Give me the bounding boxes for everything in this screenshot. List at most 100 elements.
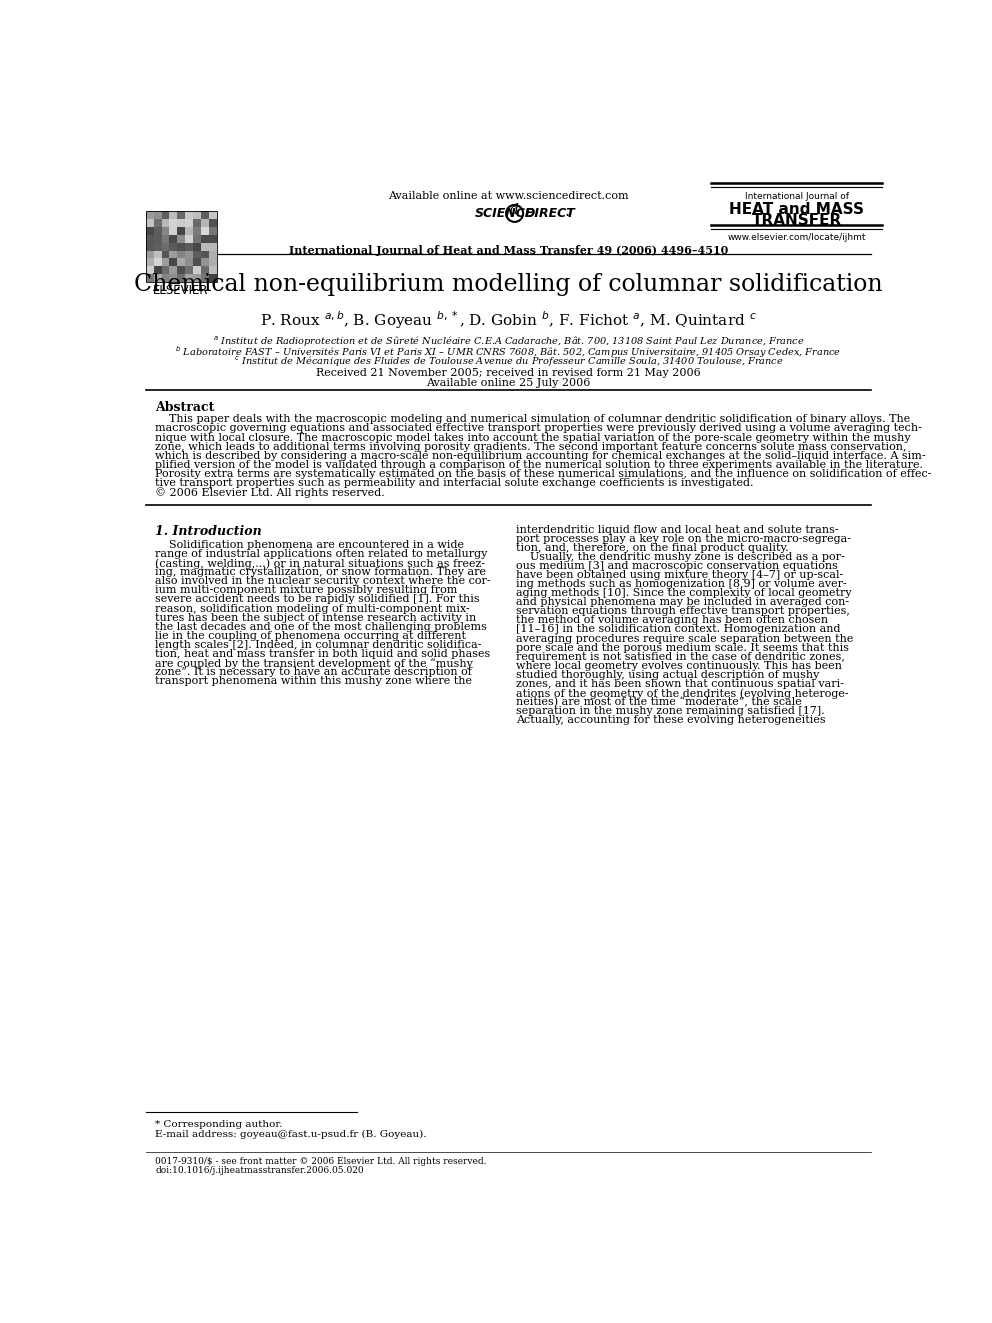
Bar	[146, 212, 154, 220]
Text: interdendritic liquid flow and local heat and solute trans-: interdendritic liquid flow and local hea…	[516, 524, 839, 534]
Text: ELSEVIER: ELSEVIER	[153, 284, 208, 298]
Text: zone, which leads to additional terms involving porosity gradients. The second i: zone, which leads to additional terms in…	[155, 442, 907, 451]
Text: ing, magmatic crystallization, or snow formation. They are: ing, magmatic crystallization, or snow f…	[155, 568, 486, 577]
Bar	[162, 266, 170, 274]
Bar	[154, 212, 162, 220]
Text: © 2006 Elsevier Ltd. All rights reserved.: © 2006 Elsevier Ltd. All rights reserved…	[155, 487, 385, 497]
Bar	[154, 228, 162, 235]
Bar	[193, 250, 201, 258]
Text: $^{b}$ Laboratoire FAST – Universités Paris VI et Paris XI – UMR CNRS 7608, Bât.: $^{b}$ Laboratoire FAST – Universités Pa…	[176, 344, 841, 360]
Text: studied thoroughly, using actual description of mushy: studied thoroughly, using actual descrip…	[516, 669, 819, 680]
Bar	[170, 220, 178, 228]
Bar	[162, 274, 170, 282]
Text: port processes play a key role on the micro-macro-segrega-: port processes play a key role on the mi…	[516, 533, 851, 544]
Bar	[193, 228, 201, 235]
Text: which is described by considering a macro-scale non-equilibrium accounting for c: which is described by considering a macr…	[155, 451, 926, 460]
Text: have been obtained using mixture theory [4–7] or up-scal-: have been obtained using mixture theory …	[516, 570, 843, 579]
Bar	[193, 242, 201, 250]
Bar	[193, 212, 201, 220]
Bar	[146, 228, 154, 235]
Text: P. Roux $^{a,b}$, B. Goyeau $^{b,*}$, D. Gobin $^{b}$, F. Fichot $^{a}$, M. Quin: P. Roux $^{a,b}$, B. Goyeau $^{b,*}$, D.…	[260, 308, 757, 331]
Text: range of industrial applications often related to metallurgy: range of industrial applications often r…	[155, 549, 487, 560]
Bar	[193, 220, 201, 228]
Bar	[146, 220, 154, 228]
Bar	[146, 212, 217, 282]
Text: servation equations through effective transport properties,: servation equations through effective tr…	[516, 606, 850, 617]
Bar	[209, 266, 217, 274]
Bar	[146, 250, 154, 258]
Bar	[154, 250, 162, 258]
Text: * Corresponding author.: * Corresponding author.	[155, 1119, 283, 1129]
Text: transport phenomena within this mushy zone where the: transport phenomena within this mushy zo…	[155, 676, 472, 687]
Text: Available online 25 July 2006: Available online 25 July 2006	[427, 378, 590, 388]
Bar	[178, 250, 186, 258]
Text: Porosity extra terms are systematically estimated on the basis of these numerica: Porosity extra terms are systematically …	[155, 468, 931, 479]
Text: averaging procedures require scale separation between the: averaging procedures require scale separ…	[516, 634, 853, 643]
Bar	[186, 235, 193, 242]
Bar	[193, 235, 201, 242]
Text: requirement is not satisfied in the case of dendritic zones,: requirement is not satisfied in the case…	[516, 652, 845, 662]
Bar	[186, 242, 193, 250]
Bar	[178, 235, 186, 242]
Bar	[162, 235, 170, 242]
Bar	[209, 242, 217, 250]
Text: ous medium [3] and macroscopic conservation equations: ous medium [3] and macroscopic conservat…	[516, 561, 838, 570]
Bar	[170, 258, 178, 266]
Text: TRANSFER: TRANSFER	[752, 213, 842, 229]
Text: nique with local closure. The macroscopic model takes into account the spatial v: nique with local closure. The macroscopi…	[155, 433, 911, 443]
Bar	[186, 266, 193, 274]
Bar	[201, 250, 209, 258]
Text: International Journal of: International Journal of	[745, 192, 849, 201]
Bar	[170, 266, 178, 274]
Bar	[170, 274, 178, 282]
Text: Actually, accounting for these evolving heterogeneities: Actually, accounting for these evolving …	[516, 716, 825, 725]
Bar	[209, 220, 217, 228]
Text: separation in the mushy zone remaining satisfied [17].: separation in the mushy zone remaining s…	[516, 706, 825, 716]
Text: E-mail address: goyeau@fast.u-psud.fr (B. Goyeau).: E-mail address: goyeau@fast.u-psud.fr (B…	[155, 1130, 427, 1139]
Text: (casting, welding,...) or in natural situations such as freez-: (casting, welding,...) or in natural sit…	[155, 558, 485, 569]
Bar	[178, 258, 186, 266]
Text: $^{c}$ Institut de Mécanique des Fluides de Toulouse Avenue du Professeur Camill: $^{c}$ Institut de Mécanique des Fluides…	[233, 355, 784, 369]
Bar	[178, 228, 186, 235]
Text: the last decades and one of the most challenging problems: the last decades and one of the most cha…	[155, 622, 487, 631]
Text: lie in the coupling of phenomena occurring at different: lie in the coupling of phenomena occurri…	[155, 631, 466, 640]
Bar	[170, 235, 178, 242]
Text: SCIENCE: SCIENCE	[475, 208, 535, 220]
Bar	[170, 228, 178, 235]
Bar	[162, 212, 170, 220]
Text: and physical phenomena may be included in averaged con-: and physical phenomena may be included i…	[516, 597, 849, 607]
Text: zone”. It is necessary to have an accurate description of: zone”. It is necessary to have an accura…	[155, 667, 472, 677]
Text: also involved in the nuclear security context where the cor-: also involved in the nuclear security co…	[155, 577, 491, 586]
Bar	[178, 274, 186, 282]
Bar	[154, 242, 162, 250]
Text: neities) are most of the time “moderate”, the scale: neities) are most of the time “moderate”…	[516, 697, 802, 708]
Text: are coupled by the transient development of the “mushy: are coupled by the transient development…	[155, 658, 473, 669]
Text: ations of the geometry of the dendrites (evolving heteroge-: ations of the geometry of the dendrites …	[516, 688, 849, 699]
Text: Usually, the dendritic mushy zone is described as a por-: Usually, the dendritic mushy zone is des…	[516, 552, 845, 562]
Text: macroscopic governing equations and associated effective transport properties we: macroscopic governing equations and asso…	[155, 423, 922, 434]
Bar	[201, 220, 209, 228]
Text: Received 21 November 2005; received in revised form 21 May 2006: Received 21 November 2005; received in r…	[316, 368, 700, 378]
Text: zones, and it has been shown that continuous spatial vari-: zones, and it has been shown that contin…	[516, 679, 844, 689]
Bar	[170, 212, 178, 220]
Text: d: d	[510, 204, 519, 217]
Text: 1. Introduction: 1. Introduction	[155, 524, 262, 537]
Text: Chemical non-equilibrium modelling of columnar solidification: Chemical non-equilibrium modelling of co…	[134, 273, 883, 296]
Bar	[193, 274, 201, 282]
Bar	[162, 250, 170, 258]
Text: severe accident needs to be rapidly solidified [1]. For this: severe accident needs to be rapidly soli…	[155, 594, 479, 605]
Bar	[170, 242, 178, 250]
Bar	[209, 235, 217, 242]
Text: doi:10.1016/j.ijheatmasstransfer.2006.05.020: doi:10.1016/j.ijheatmasstransfer.2006.05…	[155, 1166, 364, 1175]
Text: ing methods such as homogenization [8,9] or volume aver-: ing methods such as homogenization [8,9]…	[516, 579, 847, 589]
Text: Available online at www.sciencedirect.com: Available online at www.sciencedirect.co…	[388, 191, 629, 201]
Text: pore scale and the porous medium scale. It seems that this: pore scale and the porous medium scale. …	[516, 643, 849, 652]
Bar	[193, 266, 201, 274]
Text: aging methods [10]. Since the complexity of local geometry: aging methods [10]. Since the complexity…	[516, 589, 852, 598]
Bar	[178, 266, 186, 274]
Bar	[146, 258, 154, 266]
Text: Solidification phenomena are encountered in a wide: Solidification phenomena are encountered…	[155, 540, 464, 550]
Bar	[201, 266, 209, 274]
Bar	[201, 235, 209, 242]
Text: reason, solidification modeling of multi-component mix-: reason, solidification modeling of multi…	[155, 603, 470, 614]
